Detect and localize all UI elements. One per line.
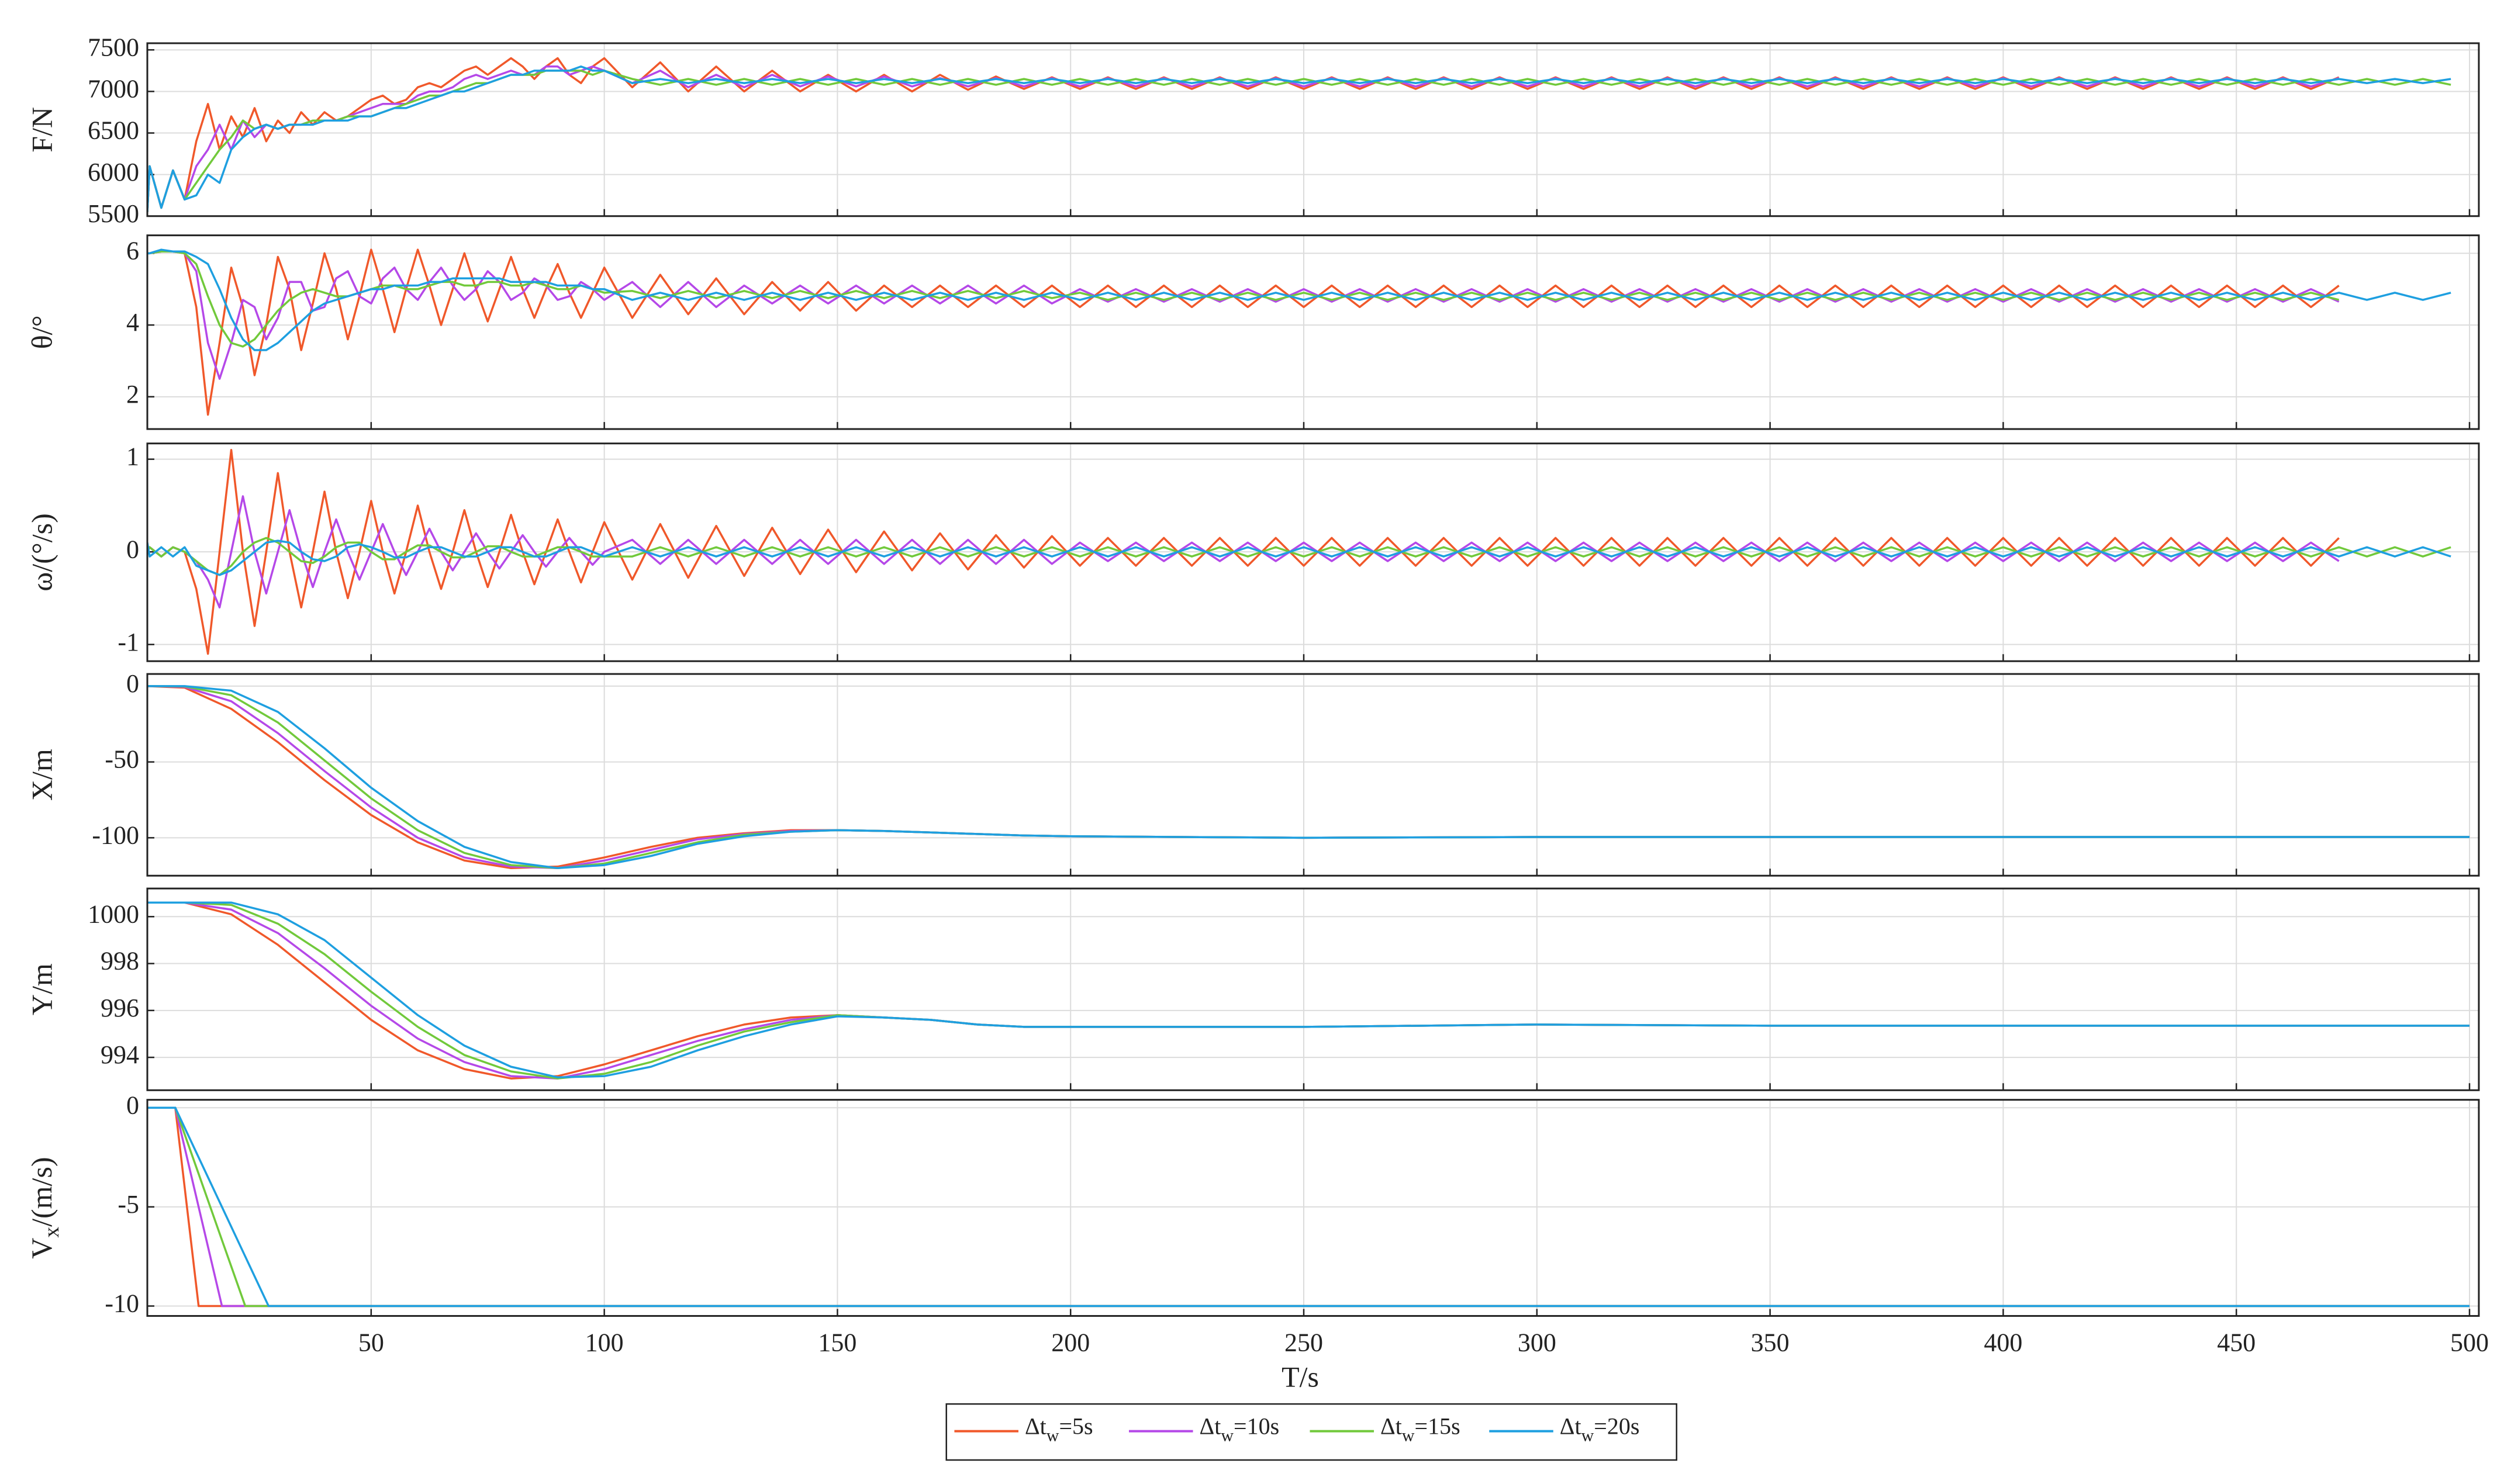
series-line xyxy=(147,250,2340,348)
plot-frame xyxy=(146,887,2480,1091)
y-tick-label: 5500 xyxy=(88,199,139,228)
series-line xyxy=(147,685,2470,870)
x-tick-label: 200 xyxy=(1051,1329,1090,1357)
series-group xyxy=(147,1106,2470,1307)
y-tick-label: -10 xyxy=(105,1289,139,1318)
y-tick-label: 996 xyxy=(101,994,139,1022)
text-part: =20s xyxy=(1594,1413,1639,1440)
y-tick-label: -100 xyxy=(92,821,139,849)
plot-frame xyxy=(146,234,2480,430)
plot-frame xyxy=(146,442,2480,662)
y-tick-label: 0 xyxy=(126,669,139,698)
y-tick-label: 4 xyxy=(126,308,139,337)
y-axis-label: ω/(°/s) xyxy=(25,513,58,591)
y-tick-label: 1000 xyxy=(88,900,139,928)
y-tick-label: 7000 xyxy=(88,75,139,103)
text-part: w xyxy=(1581,1426,1594,1445)
series-group xyxy=(147,248,2451,416)
text-part: Δt xyxy=(1560,1413,1581,1440)
series-group xyxy=(147,449,2451,655)
series-line xyxy=(147,495,2340,609)
series-group xyxy=(147,57,2451,212)
plot-area xyxy=(147,43,2479,216)
x-axis-label: T/s xyxy=(1282,1360,1319,1393)
x-tick-label: 50 xyxy=(358,1329,384,1357)
text-part: =15s xyxy=(1415,1413,1460,1440)
plot-frame xyxy=(146,673,2480,877)
y-axis-label: F/N xyxy=(25,107,58,153)
y-tick-label: -1 xyxy=(118,628,139,656)
y-axis-label: Vx/(m/s) xyxy=(25,1157,63,1258)
x-tick-label: 150 xyxy=(818,1329,856,1357)
x-tick-label: 300 xyxy=(1518,1329,1556,1357)
series-line xyxy=(147,901,2470,1078)
y-tick-label: 994 xyxy=(101,1040,139,1069)
series-line xyxy=(147,65,2451,212)
series-line xyxy=(147,248,2340,416)
y-tick-label: 6500 xyxy=(88,116,139,145)
series-line xyxy=(147,537,2451,576)
x-tick-label: 100 xyxy=(585,1329,624,1357)
text-part: Δt xyxy=(1025,1413,1046,1440)
text-part: =10s xyxy=(1234,1413,1279,1440)
text-part: w xyxy=(1221,1426,1234,1445)
series-line xyxy=(147,250,2340,380)
series-line xyxy=(147,1106,2470,1307)
text-part: w xyxy=(1402,1426,1415,1445)
series-line xyxy=(147,539,2451,576)
y-tick-label: 7500 xyxy=(88,33,139,61)
y-axis-label: θ/° xyxy=(25,315,58,349)
x-tick-label: 450 xyxy=(2217,1329,2256,1357)
plot-area xyxy=(147,235,2479,430)
y-axis-label: X/m xyxy=(25,749,58,801)
y-tick-label: 998 xyxy=(101,947,139,976)
x-tick-label: 250 xyxy=(1284,1329,1323,1357)
text-part: =5s xyxy=(1059,1413,1093,1440)
y-tick-label: 6 xyxy=(126,236,139,265)
plot-area xyxy=(147,888,2479,1091)
y-tick-label: -5 xyxy=(118,1190,139,1219)
legend-label: Δtw=10s xyxy=(1200,1413,1280,1445)
text-part: Δt xyxy=(1380,1413,1402,1440)
text-part: w xyxy=(1046,1426,1059,1445)
legend-label: Δtw=5s xyxy=(1025,1413,1093,1445)
series-line xyxy=(147,70,2451,212)
y-tick-label: 2 xyxy=(126,380,139,409)
legend-label: Δtw=15s xyxy=(1380,1413,1460,1445)
series-line xyxy=(147,248,2451,351)
plot-frame xyxy=(146,1099,2480,1317)
plot-frame xyxy=(146,42,2480,217)
series-line xyxy=(147,449,2340,655)
text-part: Δt xyxy=(1200,1413,1221,1440)
y-tick-label: 6000 xyxy=(88,158,139,186)
text-part: V xyxy=(25,1238,58,1259)
series-group xyxy=(147,685,2470,870)
y-tick-label: 0 xyxy=(126,535,139,563)
x-tick-label: 400 xyxy=(1984,1329,2022,1357)
legend-label: Δtw=20s xyxy=(1560,1413,1640,1445)
y-tick-label: -50 xyxy=(105,745,139,774)
y-axis-label: Y/m xyxy=(25,963,58,1015)
text-part: /(m/s) xyxy=(25,1157,58,1226)
x-tick-label: 500 xyxy=(2450,1329,2489,1357)
plot-area xyxy=(147,1099,2479,1316)
series-group xyxy=(147,901,2470,1080)
text-part: x xyxy=(40,1227,64,1238)
x-tick-label: 350 xyxy=(1751,1329,1790,1357)
plot-area xyxy=(147,674,2479,876)
y-tick-label: 0 xyxy=(126,1091,139,1119)
y-tick-label: 1 xyxy=(126,442,139,471)
